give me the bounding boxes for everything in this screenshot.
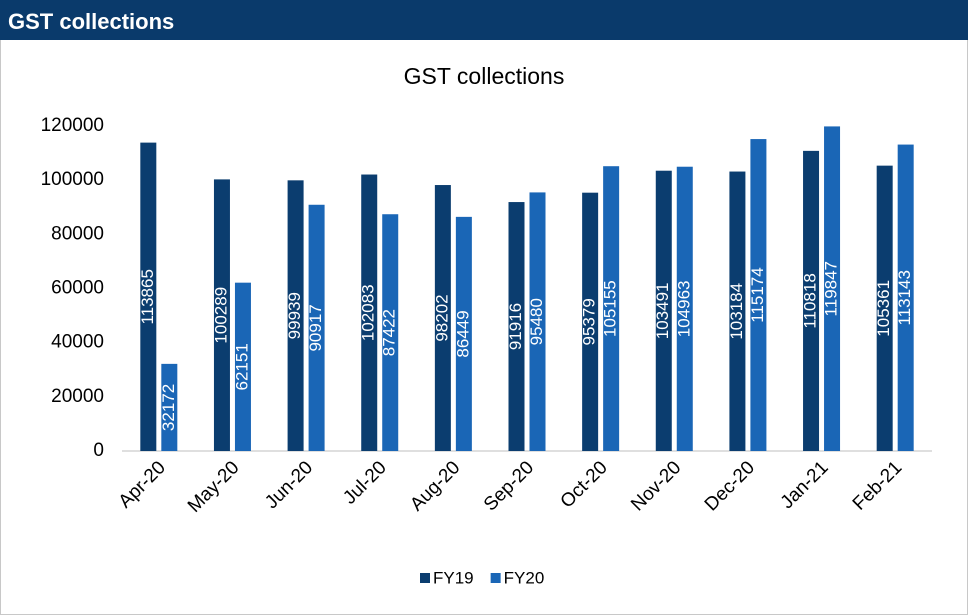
value-label: 105155 <box>601 280 620 337</box>
value-label: 113865 <box>138 269 157 324</box>
header: GST collections <box>0 0 968 40</box>
bar <box>213 179 230 451</box>
value-label: 98202 <box>432 294 451 341</box>
bar <box>824 126 841 452</box>
legend-swatch <box>420 573 430 583</box>
x-tick-label: Dec-20 <box>701 457 759 515</box>
value-label: 95379 <box>580 298 599 345</box>
bar <box>508 202 525 451</box>
value-label: 95480 <box>527 298 546 345</box>
bar <box>876 165 893 452</box>
bar <box>161 363 178 451</box>
value-label: 86449 <box>453 310 472 357</box>
value-label: 105361 <box>874 280 893 337</box>
value-label: 104963 <box>674 280 693 337</box>
bar <box>287 180 304 451</box>
value-label: 113143 <box>895 270 914 325</box>
bar <box>234 282 251 451</box>
x-tick-label: May-20 <box>184 457 244 517</box>
x-tick-label: Jul-20 <box>339 457 390 508</box>
bar <box>529 192 546 452</box>
value-label: 102083 <box>359 284 378 341</box>
value-label: 62151 <box>232 343 251 390</box>
bar <box>729 171 746 451</box>
value-label: 110818 <box>801 273 820 328</box>
value-label: 119847 <box>822 261 841 316</box>
x-tick-label: Apr-20 <box>115 457 170 512</box>
x-tick-label: Aug-20 <box>406 457 464 515</box>
value-label: 103491 <box>653 282 672 339</box>
value-label: 99939 <box>285 292 304 339</box>
x-tick-label: Sep-20 <box>480 457 538 515</box>
y-tick-label: 60000 <box>51 278 104 299</box>
x-tick-label: Oct-20 <box>557 457 612 512</box>
bar <box>382 214 399 451</box>
bar <box>434 185 451 451</box>
legend-swatch <box>490 573 501 583</box>
y-tick-label: 20000 <box>51 386 104 407</box>
bar <box>676 166 693 451</box>
bar <box>603 166 620 452</box>
bar <box>655 170 672 452</box>
chart-title: GST collections <box>404 63 565 89</box>
bar <box>582 192 599 451</box>
y-tick-label: 0 <box>93 440 104 461</box>
header-title: GST collections <box>8 9 175 34</box>
x-tick-label: Jun-20 <box>261 457 317 513</box>
value-label: 115174 <box>748 267 767 322</box>
x-tick-label: Nov-20 <box>627 457 685 515</box>
value-label: 91916 <box>506 303 525 350</box>
value-label: 90917 <box>306 304 325 351</box>
y-tick-label: 100000 <box>41 169 104 190</box>
bar <box>750 139 767 451</box>
legend-label: FY19 <box>433 568 474 587</box>
y-tick-label: 40000 <box>51 332 104 353</box>
value-label: 87422 <box>380 309 399 356</box>
value-label: 103184 <box>727 283 746 340</box>
bar <box>803 150 820 451</box>
bar <box>308 204 325 451</box>
bar <box>897 144 914 451</box>
bar <box>361 174 378 451</box>
x-tick-label: Jan-21 <box>777 457 833 513</box>
value-label: 100289 <box>211 287 230 344</box>
y-tick-label: 120000 <box>41 115 104 136</box>
y-tick-label: 80000 <box>51 223 104 244</box>
bar <box>455 216 472 451</box>
legend-label: FY20 <box>504 568 545 587</box>
x-tick-label: Feb-21 <box>849 457 906 514</box>
bar <box>140 142 157 451</box>
value-label: 32172 <box>159 384 178 431</box>
